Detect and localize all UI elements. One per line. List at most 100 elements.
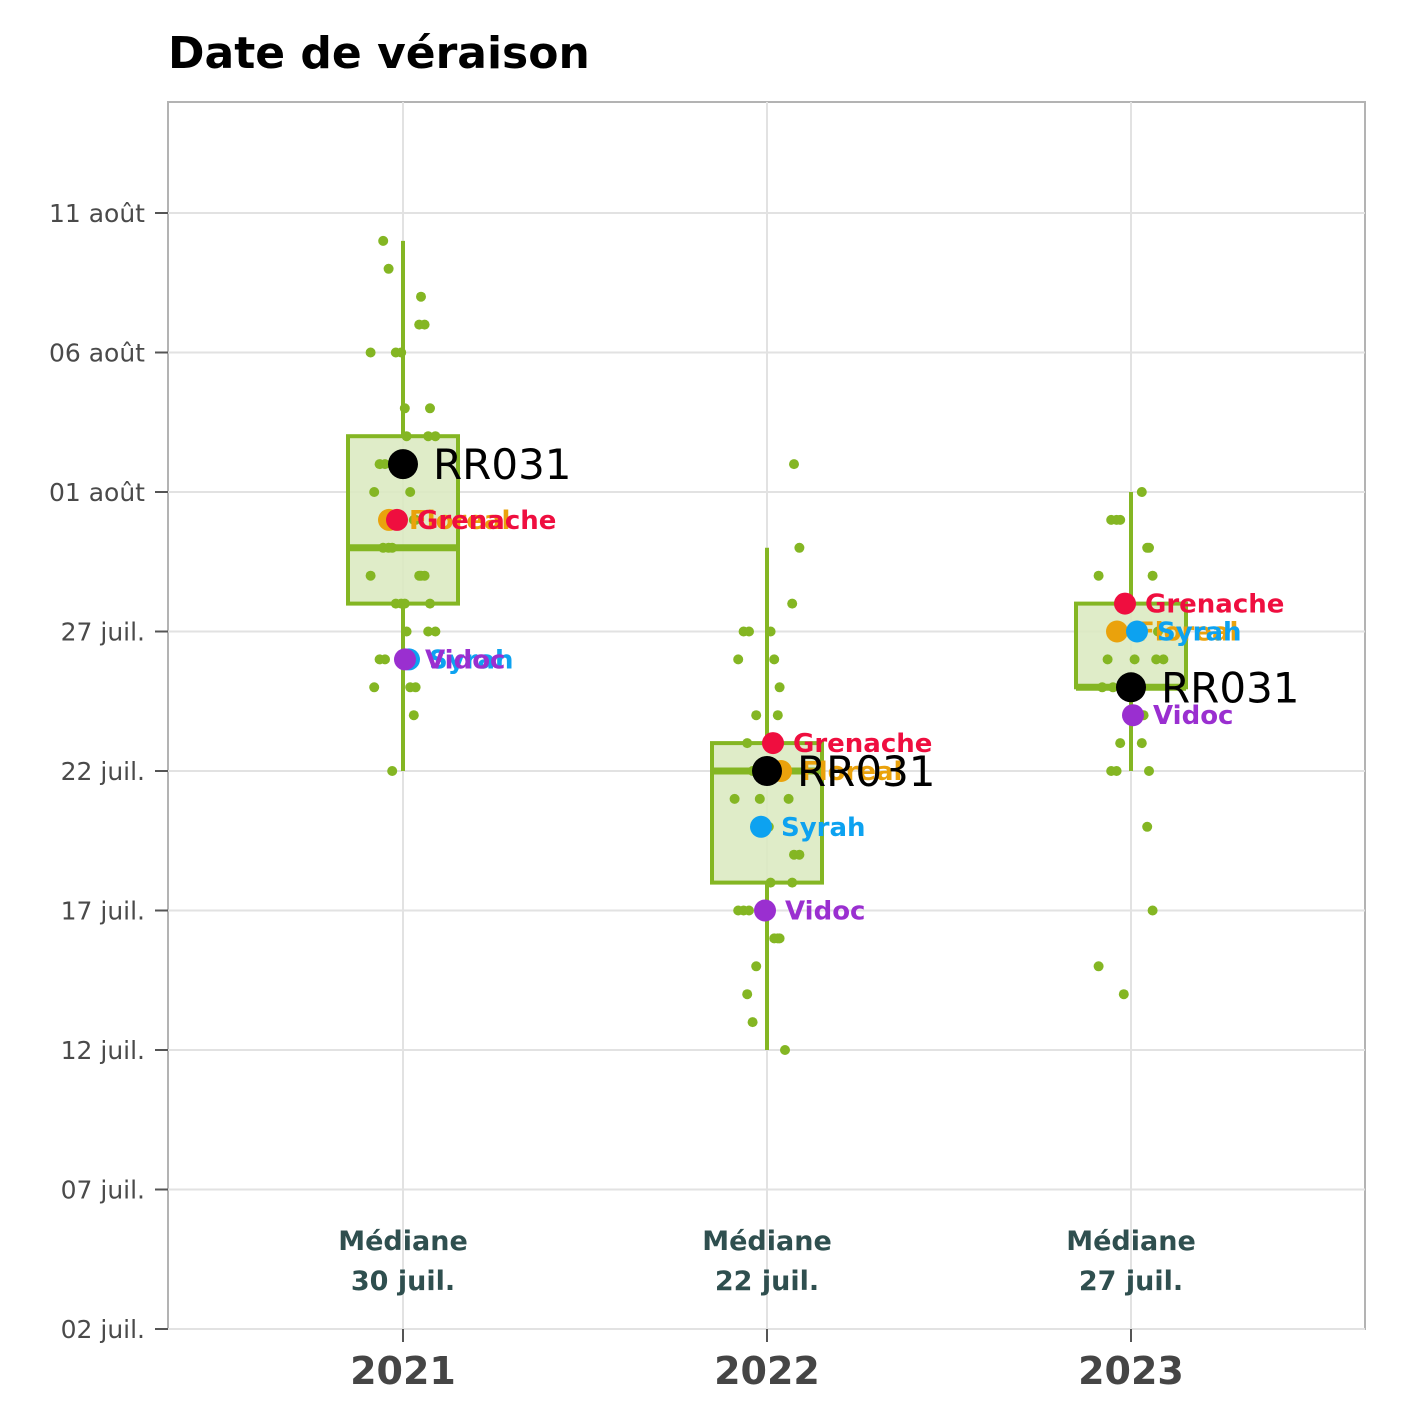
grenache-label: Grenache: [417, 506, 556, 536]
vidoc-point: [1122, 704, 1144, 727]
data-point: [751, 961, 762, 972]
median-title: Médiane: [1066, 1226, 1196, 1257]
data-point: [380, 654, 390, 665]
vidoc-label: Vidoc: [1153, 701, 1233, 731]
data-point: [794, 542, 805, 553]
data-point: [1147, 905, 1158, 916]
y-tick-label: 27 juil.: [61, 618, 145, 647]
data-point: [754, 793, 765, 804]
data-point: [729, 793, 740, 804]
data-point: [365, 347, 376, 358]
data-point: [1115, 738, 1126, 749]
y-tick-label: 17 juil.: [61, 897, 145, 926]
data-point: [1144, 766, 1154, 776]
x-tick-label: 2022: [714, 1349, 820, 1393]
data-point: [408, 710, 419, 721]
data-point: [774, 682, 785, 693]
syrah-point: [750, 815, 772, 838]
y-tick-label: 02 juil.: [61, 1315, 145, 1344]
data-point: [1093, 961, 1104, 972]
y-tick-label: 01 août: [49, 478, 145, 507]
y-tick-label: 11 août: [49, 199, 145, 228]
data-point: [769, 654, 780, 665]
data-point: [378, 235, 389, 246]
data-point: [369, 682, 380, 693]
y-axis: 02 juil. 07 juil. 12 juil. 17 juil. 22 juil.…: [49, 199, 168, 1344]
data-point: [401, 431, 412, 442]
data-point: [789, 459, 799, 470]
data-point: [1118, 989, 1129, 1000]
data-point: [425, 598, 435, 609]
rr031-point: [752, 756, 782, 786]
rr031-label: RR031: [1161, 663, 1300, 712]
x-tick-label: 2021: [350, 1349, 456, 1393]
y-tick-label: 06 août: [49, 339, 145, 368]
data-point: [365, 570, 376, 581]
syrah-label: Syrah: [781, 813, 866, 843]
data-point: [751, 710, 762, 721]
data-point: [430, 626, 441, 637]
median-annotations: Médiane 30 juil. Médiane 22 juil. Médiane 27 …: [338, 1226, 1196, 1297]
data-point: [1111, 514, 1122, 525]
floreal-label: Floreal: [1137, 618, 1238, 648]
data-point: [1102, 654, 1113, 665]
data-point: [401, 626, 412, 637]
data-point: [744, 626, 754, 637]
data-point: [1136, 487, 1147, 497]
data-point: [747, 1017, 758, 1028]
data-point: [772, 710, 783, 721]
x-axis: 2021 2022 2023: [350, 1329, 1184, 1393]
vidoc-point: [394, 648, 416, 671]
median-value: 22 juil.: [715, 1266, 819, 1297]
data-point: [1142, 821, 1153, 832]
median-value: 27 juil.: [1079, 1266, 1183, 1297]
data-point: [772, 933, 783, 944]
data-point: [399, 598, 410, 609]
data-point: [399, 403, 410, 414]
data-point: [423, 431, 434, 442]
data-point: [1158, 654, 1169, 665]
data-point: [405, 487, 416, 497]
grenache-point: [1114, 592, 1136, 615]
data-point: [410, 682, 421, 693]
y-tick-label: 07 juil.: [61, 1176, 145, 1205]
data-point: [787, 598, 798, 609]
rr031-label: RR031: [433, 440, 572, 489]
data-point: [1151, 654, 1162, 665]
data-point: [387, 766, 398, 776]
data-point: [383, 263, 394, 274]
grenache-label: Grenache: [793, 729, 932, 759]
data-point: [1093, 570, 1104, 581]
data-point: [1097, 682, 1108, 693]
y-tick-label: 22 juil.: [61, 757, 145, 786]
median-title: Médiane: [338, 1226, 468, 1257]
data-point: [380, 459, 390, 470]
vidoc-label: Vidoc: [425, 645, 505, 675]
data-point: [369, 487, 380, 497]
data-point: [744, 905, 754, 916]
rr031-point: [388, 449, 418, 480]
data-point: [430, 431, 441, 442]
data-point: [419, 570, 430, 581]
floreal-label: Floreal: [801, 757, 902, 787]
data-point: [765, 626, 776, 637]
data-point: [765, 877, 776, 888]
data-point: [419, 319, 430, 330]
floreal-point: [1106, 620, 1128, 643]
data-point: [383, 542, 394, 553]
data-point: [416, 291, 426, 302]
data-point: [1111, 766, 1122, 776]
data-point: [1129, 654, 1140, 665]
data-point: [425, 403, 435, 414]
data-point: [733, 905, 744, 916]
floreal-label: Floreal: [409, 506, 510, 536]
median-title: Médiane: [702, 1226, 832, 1257]
data-point: [1108, 682, 1118, 693]
data-point: [783, 793, 794, 804]
median-value: 30 juil.: [351, 1266, 455, 1297]
syrah-label: Syrah: [1157, 618, 1242, 648]
data-point: [787, 877, 798, 888]
y-tick-label: 12 juil.: [61, 1036, 145, 1065]
vidoc-point: [754, 899, 776, 922]
